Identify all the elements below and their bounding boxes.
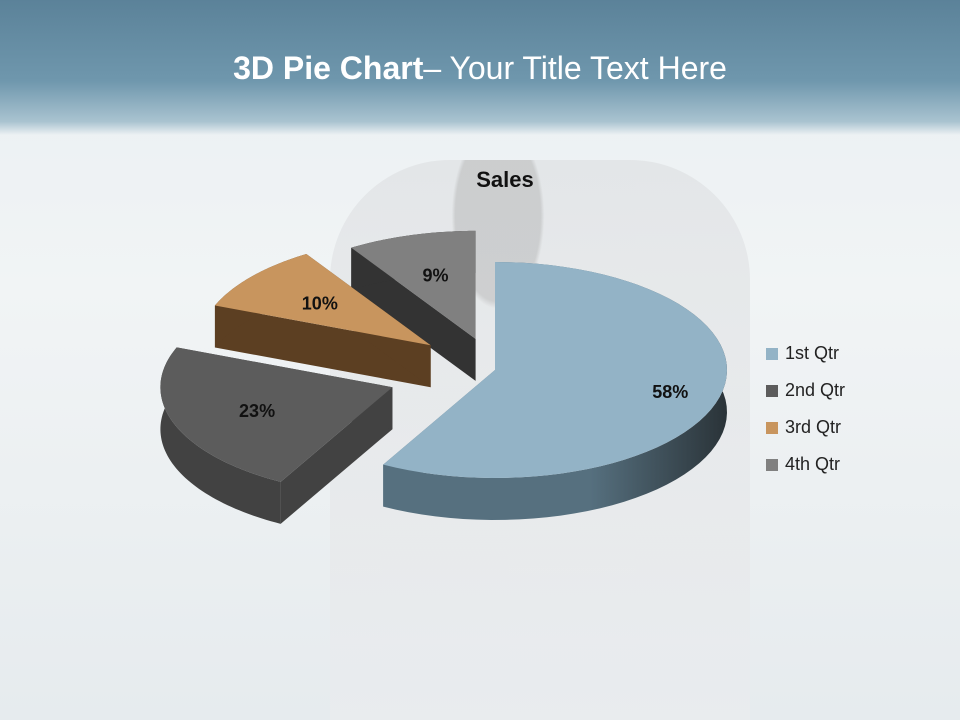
legend-label: 1st Qtr [785, 343, 840, 363]
data-label: 9% [422, 266, 448, 286]
title-bold: 3D Pie Chart [233, 50, 424, 86]
legend-swatch [766, 421, 778, 434]
legend-label: 2nd Qtr [785, 380, 846, 400]
pie-slice-4th-qtr [351, 230, 476, 339]
legend-swatch [766, 347, 778, 360]
slide-title: 3D Pie Chart– Your Title Text Here [0, 50, 960, 87]
legend-label: 4th Qtr [785, 454, 841, 474]
legend-item: 4th Qtr [766, 446, 845, 483]
legend-item: 3rd Qtr [766, 409, 845, 446]
legend-item: 2nd Qtr [766, 372, 845, 409]
legend-swatch [766, 384, 778, 397]
legend-label: 3rd Qtr [785, 417, 842, 437]
title-banner [0, 0, 960, 135]
data-label: 10% [302, 294, 338, 314]
pie-slice-3rd-qtr [214, 254, 431, 346]
data-label: 23% [239, 401, 275, 421]
slice-outer-wall [160, 347, 281, 524]
slice-wall [214, 305, 431, 388]
legend-item: 1st Qtr [766, 335, 845, 372]
legend: 1st Qtr 2nd Qtr 3rd Qtr 4th Qtr [766, 335, 845, 483]
legend-swatch [766, 458, 778, 471]
data-label: 58% [652, 382, 688, 402]
title-rest: – Your Title Text Here [423, 50, 727, 86]
pie-slice-1st-qtr [383, 262, 727, 478]
chart-title: Sales [476, 167, 534, 192]
pie-slice-2nd-qtr [160, 347, 393, 482]
